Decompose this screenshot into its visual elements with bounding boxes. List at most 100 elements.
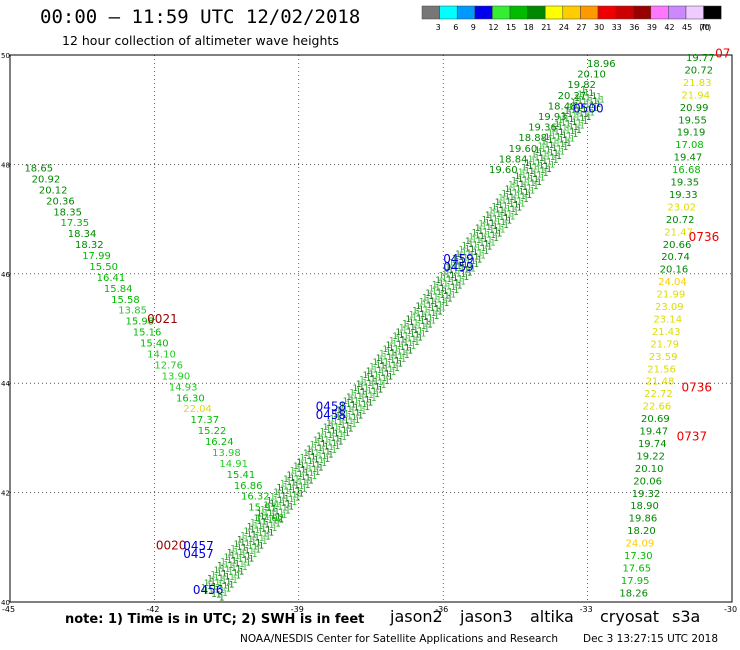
- track-mark: 1: [337, 425, 343, 435]
- track-mark: 1: [345, 429, 351, 439]
- swh-value: 20.10: [577, 70, 606, 81]
- track-mark: 1: [472, 228, 478, 238]
- swh-value: 16.68: [672, 165, 701, 176]
- track-mark: 1: [350, 401, 356, 411]
- track-mark: 1: [255, 546, 261, 556]
- track-mark: 1: [421, 322, 427, 332]
- swh-value: 18.65: [24, 164, 53, 175]
- track-mark: 1: [360, 395, 366, 405]
- track-mark: 1: [299, 482, 305, 492]
- track-mark: 1: [331, 427, 337, 437]
- track-mark: 1: [426, 308, 432, 318]
- track-mark: 1: [496, 210, 502, 220]
- track-mark: 1: [308, 476, 314, 486]
- swh-value: 20.12: [39, 185, 68, 196]
- swh-value: 17.30: [624, 551, 653, 562]
- track-mark: 1: [314, 456, 320, 466]
- track-mark: 1: [322, 452, 328, 462]
- track-mark: 1: [458, 246, 464, 256]
- track-mark: 1: [388, 365, 394, 375]
- track-mark: 1: [415, 302, 421, 312]
- track-mark: 1: [274, 508, 280, 518]
- track-mark: 1: [331, 446, 337, 456]
- track-mark: 1: [401, 355, 407, 365]
- track-mark: 1: [521, 163, 527, 173]
- track-mark: 1: [233, 547, 239, 557]
- track-mark: 1: [551, 124, 557, 134]
- track-mark: 1: [341, 433, 347, 443]
- track-mark: 1: [272, 517, 278, 527]
- track-mark: 1: [375, 361, 381, 371]
- track-mark: 1: [300, 453, 306, 463]
- track-mark: 1: [361, 400, 367, 410]
- track-mark: 1: [570, 106, 576, 116]
- track-mark: 1: [235, 572, 241, 582]
- track-mark: 1: [311, 453, 317, 463]
- track-mark: 1: [317, 451, 323, 461]
- swh-value: 21.94: [681, 90, 710, 101]
- time-label: 07: [715, 47, 730, 61]
- swh-value: 19.47: [640, 427, 669, 438]
- track-mark: 1: [292, 491, 298, 501]
- track-mark: 1: [501, 189, 507, 199]
- track-mark: 1: [556, 144, 562, 154]
- track-mark: 1: [419, 298, 425, 308]
- track-mark: 1: [445, 263, 451, 273]
- track-mark: 1: [266, 504, 272, 514]
- track-mark: 1: [525, 179, 531, 189]
- legend-jason3: jason3: [460, 607, 513, 626]
- track-mark: 1: [573, 130, 579, 140]
- track-mark: 1: [203, 586, 209, 596]
- track-mark: 1: [422, 301, 428, 311]
- track-mark: 1: [497, 222, 503, 232]
- time-label: 0457: [183, 539, 214, 553]
- track-mark: 1: [271, 505, 277, 515]
- y-tick-label: 44: [1, 380, 10, 388]
- track-mark: 1: [547, 136, 553, 146]
- track-mark: 1: [528, 155, 534, 165]
- track-mark: 1: [543, 169, 549, 179]
- track-mark: 1: [393, 352, 399, 362]
- track-mark: 1: [420, 310, 426, 320]
- swh-value: 16.41: [97, 273, 126, 284]
- swh-value: 19.19: [677, 128, 706, 139]
- track-mark: 1: [241, 551, 247, 561]
- track-mark: 1: [444, 292, 450, 302]
- track-mark: 1: [232, 576, 238, 586]
- track-mark: 1: [460, 277, 466, 287]
- track-mark: 1: [254, 526, 260, 536]
- swh-value: 18.90: [630, 501, 659, 512]
- swh-value: 17.02: [255, 514, 284, 525]
- track-mark: 1: [254, 534, 260, 544]
- track-mark: 1: [439, 272, 445, 282]
- track-mark: 1: [572, 111, 578, 121]
- track-mark: 1: [242, 556, 248, 566]
- track-mark: 1: [279, 508, 285, 518]
- track-mark: 1: [523, 195, 529, 205]
- track-mark: 1: [467, 269, 473, 279]
- track-mark: 1: [318, 456, 324, 466]
- track-mark: 1: [384, 377, 390, 387]
- track-mark: 1: [510, 205, 516, 215]
- track-mark: 1: [300, 473, 306, 483]
- track-mark: 1: [465, 244, 471, 254]
- track-mark: 1: [416, 321, 422, 331]
- colorbar-tick: 36: [629, 23, 639, 32]
- track-mark: 1: [455, 250, 461, 260]
- swh-value: 19.35: [671, 178, 700, 189]
- track-mark: 1: [486, 223, 492, 233]
- track-mark: 1: [523, 188, 529, 198]
- track-mark: 1: [564, 107, 570, 117]
- track-mark: 1: [413, 318, 419, 328]
- time-label: 0500: [573, 101, 604, 115]
- swh-value: 19.82: [567, 80, 596, 91]
- track-mark: 1: [581, 105, 587, 115]
- track-mark: 1: [500, 225, 506, 235]
- track-mark: 1: [283, 475, 289, 485]
- track-mark: 1: [256, 517, 262, 527]
- track-mark: 1: [416, 314, 422, 324]
- track-mark: 1: [521, 171, 527, 181]
- track-mark: 1: [518, 168, 524, 178]
- track-mark: 1: [522, 183, 528, 193]
- track-mark: 1: [262, 530, 268, 540]
